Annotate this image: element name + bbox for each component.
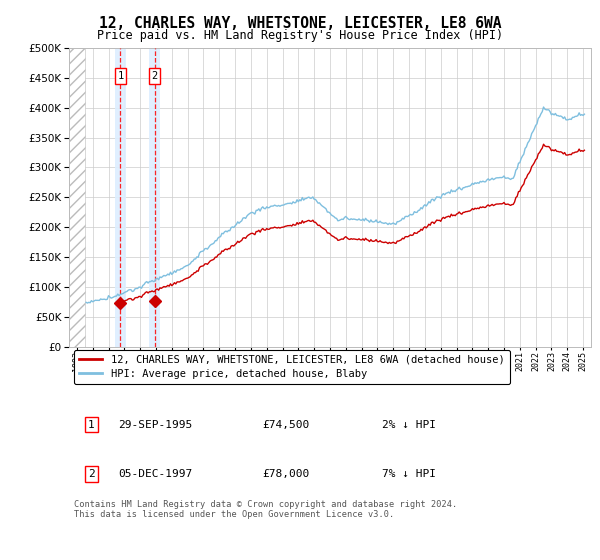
Text: £74,500: £74,500 [262, 419, 310, 430]
Bar [69, 48, 85, 347]
Text: 2% ↓ HPI: 2% ↓ HPI [382, 419, 436, 430]
Text: 7% ↓ HPI: 7% ↓ HPI [382, 469, 436, 479]
Bar [115, 48, 126, 347]
Text: £78,000: £78,000 [262, 469, 310, 479]
Text: 2: 2 [88, 469, 95, 479]
Text: Price paid vs. HM Land Registry's House Price Index (HPI): Price paid vs. HM Land Registry's House … [97, 29, 503, 42]
Text: 29-SEP-1995: 29-SEP-1995 [119, 419, 193, 430]
Legend: 12, CHARLES WAY, WHETSTONE, LEICESTER, LE8 6WA (detached house), HPI: Average pr: 12, CHARLES WAY, WHETSTONE, LEICESTER, L… [74, 349, 509, 384]
Text: Contains HM Land Registry data © Crown copyright and database right 2024.
This d: Contains HM Land Registry data © Crown c… [74, 500, 457, 519]
Text: 05-DEC-1997: 05-DEC-1997 [119, 469, 193, 479]
Text: 2: 2 [152, 71, 158, 81]
Text: 1: 1 [88, 419, 95, 430]
Text: 12, CHARLES WAY, WHETSTONE, LEICESTER, LE8 6WA: 12, CHARLES WAY, WHETSTONE, LEICESTER, L… [99, 16, 501, 31]
Text: 1: 1 [117, 71, 124, 81]
Bar [149, 48, 160, 347]
